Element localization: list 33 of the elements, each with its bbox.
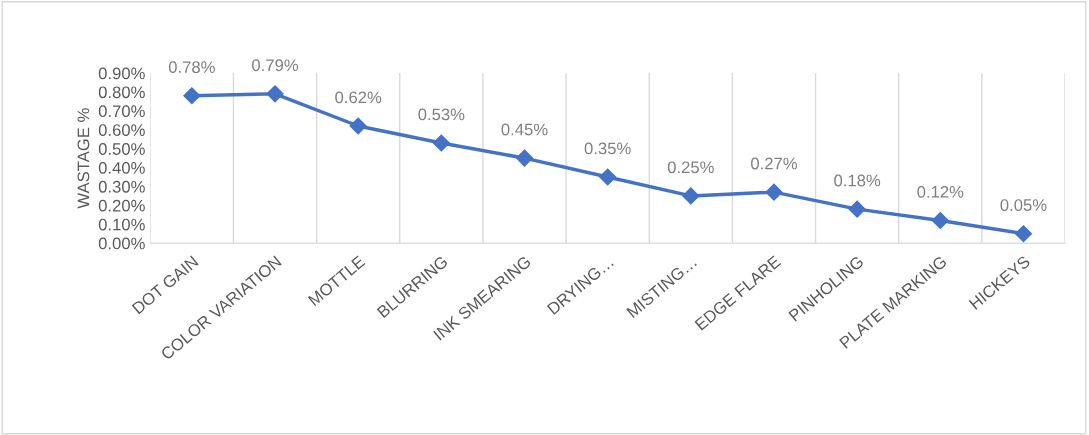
y-tick-label: 0.10% xyxy=(98,218,145,231)
data-label: 0.78% xyxy=(168,61,215,74)
y-tick-label: 0.20% xyxy=(98,199,145,212)
point xyxy=(765,183,783,201)
point xyxy=(1014,225,1033,243)
y-tick-label: 0.80% xyxy=(98,86,145,99)
data-label: 0.35% xyxy=(584,142,631,155)
point xyxy=(515,149,534,167)
y-tick-label: 0.90% xyxy=(98,67,145,80)
data-label: 0.18% xyxy=(834,174,881,187)
point xyxy=(931,211,949,230)
point xyxy=(599,168,617,186)
data-label: 0.79% xyxy=(252,59,299,72)
point xyxy=(432,134,450,152)
data-label: 0.27% xyxy=(751,157,798,170)
point xyxy=(682,187,700,205)
data-label: 0.62% xyxy=(335,91,382,104)
data-label: 0.05% xyxy=(1000,199,1047,211)
y-tick-label: 0.00% xyxy=(98,237,145,250)
point xyxy=(848,200,866,218)
data-label: 0.53% xyxy=(418,108,465,121)
data-label: 0.25% xyxy=(667,161,714,174)
y-tick-label: 0.40% xyxy=(98,161,145,174)
y-tick-label: 0.30% xyxy=(98,180,145,193)
y-axis-title: WASTAGE % xyxy=(77,108,90,209)
point xyxy=(266,85,284,103)
point xyxy=(183,87,201,105)
point xyxy=(349,117,367,135)
y-tick-label: 0.50% xyxy=(98,143,145,155)
data-label: 0.45% xyxy=(501,123,548,136)
data-label: 0.12% xyxy=(917,185,964,198)
y-tick-label: 0.70% xyxy=(98,105,145,118)
y-tick-label: 0.60% xyxy=(98,124,145,136)
